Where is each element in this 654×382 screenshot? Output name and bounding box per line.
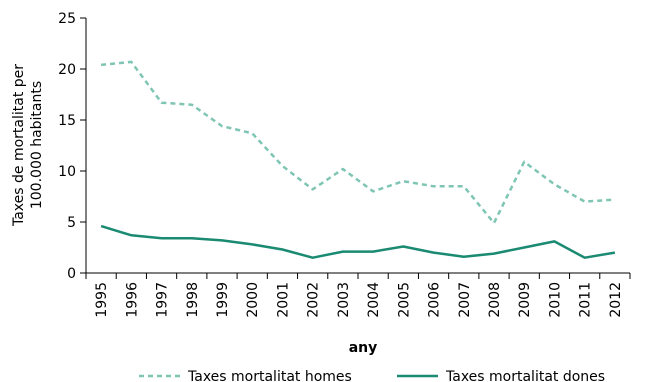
x-tick-label: 2010 (547, 282, 563, 318)
x-tick-label: 1998 (185, 282, 201, 318)
y-axis-title-line-1: Taxes de mortalitat per (11, 64, 27, 227)
x-axis: 1995 1996 1997 1998 1999 2000 2001 2002 2003 2004… (85, 272, 631, 318)
y-tick-label: 5 (67, 215, 76, 231)
series-layer (100, 60, 616, 259)
x-tick-label: 1995 (94, 282, 110, 318)
y-axis-title-line-2: 100.000 habitants (29, 81, 45, 209)
y-tick-label: 0 (67, 266, 76, 282)
x-tick-label: 2012 (608, 282, 624, 318)
legend: Taxes mortalitat homes Taxes mortalitat … (139, 369, 605, 382)
x-tick-label: 2008 (487, 282, 503, 318)
x-tick-label: 1999 (215, 282, 231, 318)
x-tick-label: 1997 (155, 282, 171, 318)
legend-label-homes: Taxes mortalitat homes (187, 369, 352, 382)
series-line-homes (100, 60, 615, 225)
y-tick-label: 15 (58, 113, 76, 129)
x-tick-label: 2001 (275, 282, 291, 318)
y-axis: 0 5 10 15 20 25 (58, 11, 87, 282)
x-tick-label: 2011 (578, 282, 594, 318)
series-line-dones (100, 224, 616, 259)
y-tick-label: 25 (58, 11, 76, 27)
x-tick-label: 2007 (457, 282, 473, 318)
x-tick-label: 1996 (124, 282, 140, 318)
x-tick-label: 2003 (336, 282, 352, 318)
x-tick-label: 2000 (245, 282, 261, 318)
x-tick-label: 2002 (306, 282, 322, 318)
x-tick-label: 2009 (517, 282, 533, 318)
x-tick-label: 2006 (427, 282, 443, 318)
x-tick-label: 2005 (396, 282, 412, 318)
legend-label-dones: Taxes mortalitat dones (445, 369, 605, 382)
x-tick-label: 2004 (366, 282, 382, 318)
x-axis-title: any (349, 340, 378, 356)
y-tick-label: 20 (58, 62, 76, 78)
y-tick-label: 10 (58, 164, 76, 180)
